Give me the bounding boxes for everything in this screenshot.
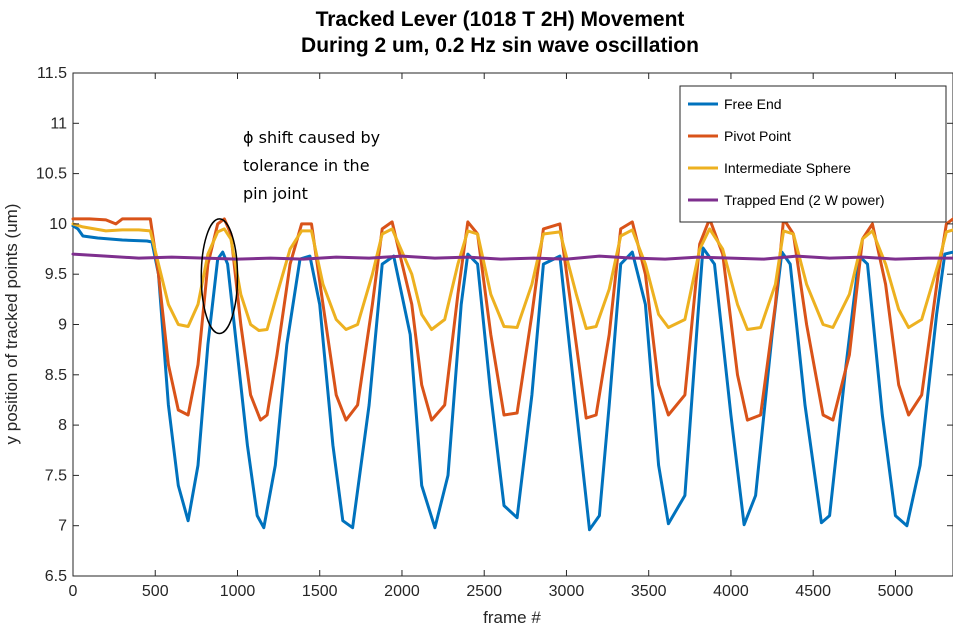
x-axis-label: frame # xyxy=(483,608,541,627)
y-tick-label: 11.5 xyxy=(37,65,67,82)
axis-ticks: 0 500 1000 1500 2000 2500 3000 3500 4000 4500 5000… xyxy=(36,65,953,600)
y-tick-label: 8 xyxy=(58,417,67,434)
y-tick-label: 8.5 xyxy=(45,367,67,384)
series-line-3 xyxy=(71,252,953,261)
y-tick-label: 10.5 xyxy=(36,166,67,183)
legend: Free End Pivot Point Intermediate Sphere Tr… xyxy=(679,85,947,223)
y-tick-label: 7.5 xyxy=(45,467,67,484)
chart-title-line-1: Tracked Lever (1018 T 2H) Movement xyxy=(316,8,685,31)
legend-label-1: Pivot Point xyxy=(724,128,791,144)
y-axis-label: y position of tracked points (um) xyxy=(2,204,21,445)
annotation-line-3: pin joint xyxy=(243,184,308,203)
annotation-line-1: ϕ shift caused by xyxy=(243,128,380,147)
legend-label-3: Trapped End (2 W power) xyxy=(724,192,885,208)
x-tick-label: 3500 xyxy=(631,583,667,600)
x-tick-label: 2500 xyxy=(466,583,502,600)
x-tick-label: 1500 xyxy=(302,583,338,600)
y-tick-label: 6.5 xyxy=(45,568,67,585)
legend-label-2: Intermediate Sphere xyxy=(724,160,851,176)
x-tick-label: 3000 xyxy=(549,583,585,600)
series-line-0 xyxy=(71,224,953,532)
series-line-2 xyxy=(71,222,953,332)
chart-title-line-2: During 2 um, 0.2 Hz sin wave oscillation xyxy=(301,34,699,57)
legend-label-0: Free End xyxy=(724,96,782,112)
annotation-line-2: tolerance in the xyxy=(243,156,370,175)
y-tick-label: 9.5 xyxy=(45,266,67,283)
annotation: ϕ shift caused by tolerance in the pin j… xyxy=(200,128,380,335)
y-tick-label: 10 xyxy=(49,216,67,233)
x-tick-label: 4000 xyxy=(713,583,749,600)
x-tick-label: 1000 xyxy=(220,583,256,600)
y-tick-label: 11 xyxy=(50,115,67,132)
legend-box xyxy=(679,85,947,223)
x-tick-label: 2000 xyxy=(384,583,420,600)
y-tick-label: 7 xyxy=(58,518,67,535)
x-tick-label: 4500 xyxy=(795,583,831,600)
annotation-ellipse xyxy=(200,218,239,335)
x-tick-label: 500 xyxy=(142,583,169,600)
x-tick-label: 0 xyxy=(69,583,78,600)
y-tick-label: 9 xyxy=(58,317,67,334)
x-tick-label: 5000 xyxy=(878,583,914,600)
